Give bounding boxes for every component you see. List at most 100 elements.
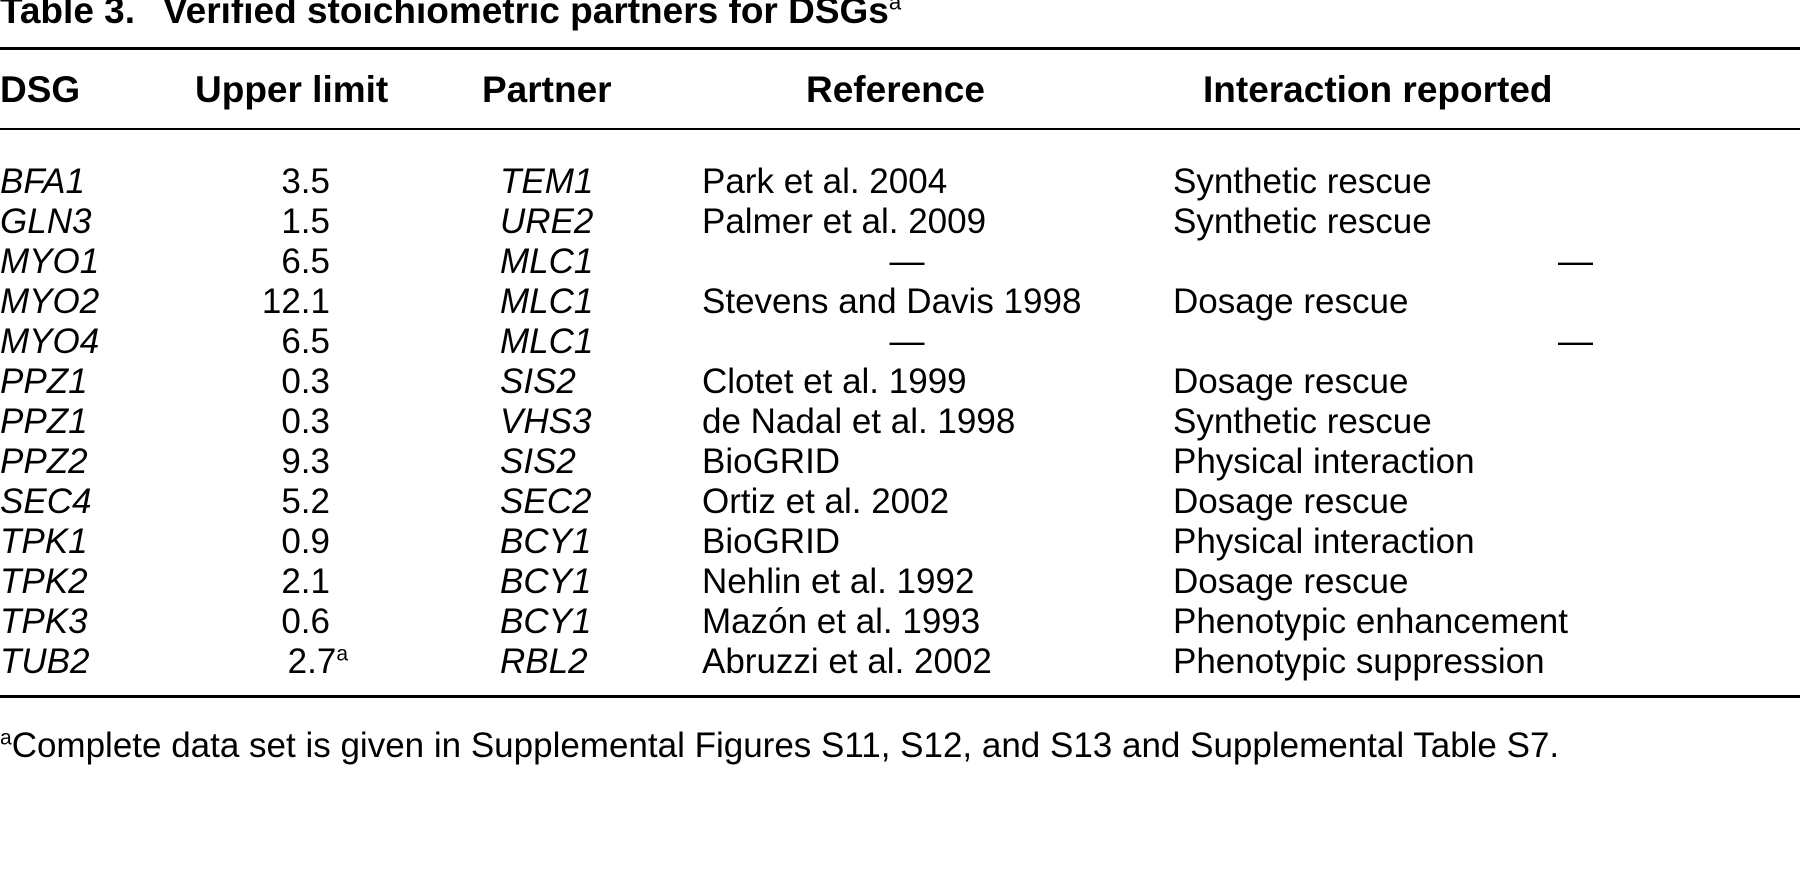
- table-row: PPZ2 9.3 SIS2 BioGRID Physical interaction: [0, 442, 1800, 482]
- reference-cell: Mazón et al. 1993: [702, 602, 981, 641]
- partner-cell: MLC1: [500, 322, 594, 361]
- table-row: TPK1 0.9 BCY1 BioGRID Physical interaction: [0, 522, 1800, 562]
- upper-limit-cell: 1.5: [230, 202, 330, 242]
- upper-limit-cell: 9.3: [230, 442, 330, 482]
- interaction-cell: Synthetic rescue: [1173, 402, 1432, 441]
- dsg-cell: MYO4: [0, 322, 100, 361]
- table-row: SEC4 5.2 SEC2 Ortiz et al. 2002 Dosage rescu…: [0, 482, 1800, 522]
- table-row: GLN3 1.5 URE2 Palmer et al. 2009 Synthetic r…: [0, 202, 1800, 242]
- table-body: BFA1 3.5 TEM1 Park et al. 2004 Synthetic res…: [0, 162, 1800, 682]
- upper-limit-value: 0.3: [281, 402, 330, 441]
- upper-limit-value: 3.5: [281, 162, 330, 201]
- table-row: TPK2 2.1 BCY1 Nehlin et al. 1992 Dosage resc…: [0, 562, 1800, 602]
- table-row: MYO1 6.5 MLC1 — —: [0, 242, 1800, 282]
- partner-cell: BCY1: [500, 522, 592, 561]
- dsg-cell: MYO1: [0, 242, 100, 281]
- bottom-rule: [0, 695, 1800, 698]
- reference-cell: BioGRID: [702, 522, 841, 561]
- table-row: PPZ1 0.3 SIS2 Clotet et al. 1999 Dosage resc…: [0, 362, 1800, 402]
- column-header-partner: Partner: [482, 69, 612, 110]
- table-row: BFA1 3.5 TEM1 Park et al. 2004 Synthetic res…: [0, 162, 1800, 202]
- dsg-cell: TPK3: [0, 602, 88, 641]
- footnote-marker: a: [0, 726, 12, 750]
- upper-limit-value: 12.1: [261, 282, 330, 321]
- upper-limit-cell: 5.2: [230, 482, 330, 522]
- table-row: MYO2 12.1 MLC1 Stevens and Davis 1998 Dosage…: [0, 282, 1800, 322]
- dsg-cell: BFA1: [0, 162, 85, 201]
- reference-cell: —: [889, 242, 925, 281]
- interaction-cell: Physical interaction: [1173, 522, 1475, 561]
- partner-cell: MLC1: [500, 282, 594, 321]
- interaction-cell: Synthetic rescue: [1173, 162, 1432, 201]
- interaction-cell: Dosage rescue: [1173, 482, 1409, 521]
- column-header-interaction: Interaction reported: [1203, 69, 1553, 110]
- table-row: MYO4 6.5 MLC1 — —: [0, 322, 1800, 362]
- upper-limit-cell: 0.9: [230, 522, 330, 562]
- interaction-cell: —: [1558, 242, 1593, 281]
- partner-cell: MLC1: [500, 242, 594, 281]
- upper-limit-value: 5.2: [281, 482, 330, 521]
- dsg-cell: GLN3: [0, 202, 92, 241]
- upper-limit-value: 6.5: [281, 322, 330, 361]
- upper-limit-cell: 0.3: [230, 362, 330, 402]
- dsg-cell: PPZ2: [0, 442, 88, 481]
- table-title: Table 3. Verified stoichiometric partners…: [0, 0, 901, 36]
- upper-limit-cell: 6.5: [230, 242, 330, 282]
- interaction-cell: Phenotypic enhancement: [1173, 602, 1568, 641]
- top-rule: [0, 47, 1800, 50]
- column-header-dsg: DSG: [0, 69, 81, 110]
- dsg-cell: MYO2: [0, 282, 100, 321]
- upper-limit-cell: 0.6: [230, 602, 330, 642]
- table-row: PPZ1 0.3 VHS3 de Nadal et al. 1998 Synthetic…: [0, 402, 1800, 442]
- upper-limit-cell: 2.1: [230, 562, 330, 602]
- partner-cell: BCY1: [500, 602, 592, 641]
- reference-cell: Nehlin et al. 1992: [702, 562, 975, 601]
- partner-cell: TEM1: [500, 162, 594, 201]
- upper-limit-value: 0.9: [281, 522, 330, 561]
- title-footnote-marker: a: [888, 0, 902, 15]
- upper-limit-value: 2.1: [281, 562, 330, 601]
- table-header-row: DSG Upper limit Partner Reference Intera…: [0, 68, 1800, 112]
- table-footnote: aComplete data set is given in Supplemen…: [0, 725, 1559, 767]
- upper-limit-cell: 12.1: [230, 282, 330, 322]
- dsg-cell: PPZ1: [0, 362, 88, 401]
- partner-cell: SEC2: [500, 482, 592, 521]
- partner-cell: SIS2: [500, 442, 576, 481]
- column-header-upper-limit: Upper limit: [195, 69, 389, 110]
- upper-limit-value: 0.6: [281, 602, 330, 641]
- footnote-text: Complete data set is given in Supplement…: [11, 726, 1560, 765]
- reference-cell: Clotet et al. 1999: [702, 362, 967, 401]
- upper-limit-cell: 3.5: [230, 162, 330, 202]
- partner-cell: SIS2: [500, 362, 576, 401]
- upper-limit-value: 2.7: [287, 642, 337, 681]
- upper-limit-value: 0.3: [281, 362, 330, 401]
- dsg-cell: PPZ1: [0, 402, 88, 441]
- reference-cell: Palmer et al. 2009: [702, 202, 987, 241]
- interaction-cell: Physical interaction: [1173, 442, 1475, 481]
- reference-cell: Park et al. 2004: [702, 162, 948, 201]
- upper-limit-value: 9.3: [281, 442, 330, 481]
- upper-limit-cell: 0.3: [230, 402, 330, 442]
- interaction-cell: —: [1558, 322, 1593, 361]
- partner-cell: VHS3: [500, 402, 592, 441]
- column-header-reference: Reference: [806, 69, 985, 110]
- reference-cell: BioGRID: [702, 442, 841, 481]
- partner-cell: RBL2: [500, 642, 588, 681]
- table-row: TUB2 2.7a RBL2 Abruzzi et al. 2002 Phenotypi…: [0, 642, 1800, 682]
- interaction-cell: Phenotypic suppression: [1173, 642, 1545, 681]
- upper-limit-cell: 2.7a: [230, 642, 348, 682]
- upper-limit-value: 6.5: [281, 242, 330, 281]
- reference-cell: Stevens and Davis 1998: [702, 282, 1082, 321]
- upper-limit-cell: 6.5: [230, 322, 330, 362]
- reference-cell: Abruzzi et al. 2002: [702, 642, 992, 681]
- table-title-text: Verified stoichiometric partners for DSG…: [163, 0, 889, 31]
- reference-cell: —: [889, 322, 925, 361]
- reference-cell: Ortiz et al. 2002: [702, 482, 950, 521]
- table-label: Table 3.: [0, 0, 136, 31]
- upper-limit-footnote-marker: a: [336, 642, 348, 666]
- dsg-cell: TUB2: [0, 642, 90, 681]
- dsg-cell: TPK2: [0, 562, 88, 601]
- partner-cell: URE2: [500, 202, 594, 241]
- upper-limit-value: 1.5: [281, 202, 330, 241]
